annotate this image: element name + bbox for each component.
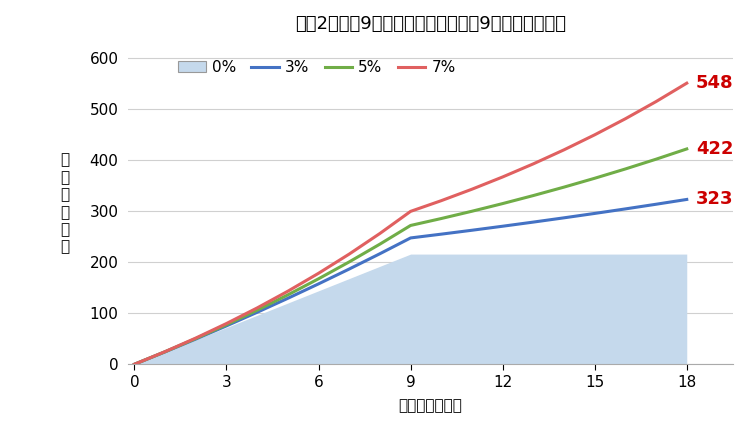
Text: 548: 548 <box>696 74 734 92</box>
X-axis label: 投資期間（年）: 投資期間（年） <box>398 398 463 413</box>
Text: 323: 323 <box>696 190 734 208</box>
Y-axis label: 金
額
（
万
円
）: 金 額 （ 万 円 ） <box>60 152 69 255</box>
Title: 毎月2万円を9年間積み立て、その後9年間保有を継続: 毎月2万円を9年間積み立て、その後9年間保有を継続 <box>295 15 566 33</box>
Text: 422: 422 <box>696 140 734 158</box>
Legend: 0%, 3%, 5%, 7%: 0%, 3%, 5%, 7% <box>172 54 462 81</box>
